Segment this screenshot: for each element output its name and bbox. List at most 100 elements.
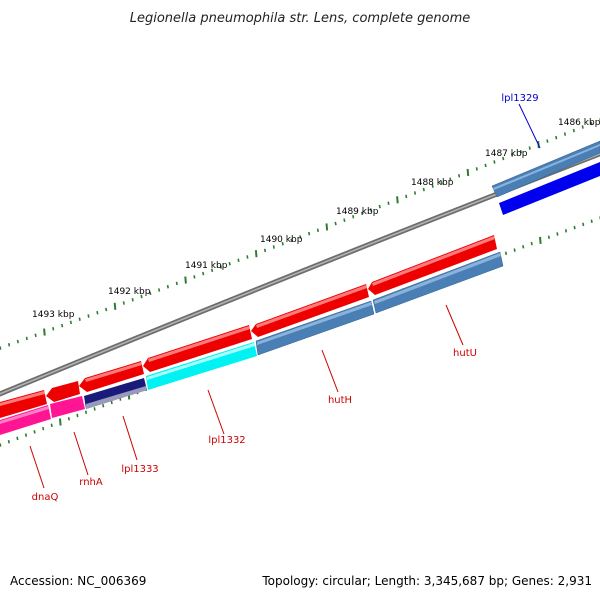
accession-text: Accession: NC_006369 — [10, 574, 146, 588]
ruler-tick — [131, 298, 134, 302]
ruler-tick — [254, 250, 258, 258]
leader-lpl1332 — [207, 389, 225, 435]
ruler-tick — [166, 284, 169, 289]
ruler-tick — [25, 336, 28, 341]
ruler-tick — [582, 222, 585, 227]
feature-blue-cds — [499, 162, 600, 215]
ruler-tick — [378, 204, 381, 209]
feature-hutU — [372, 251, 504, 314]
ruler-tick — [563, 132, 567, 136]
leader-hutH — [321, 349, 339, 393]
ruler-tick — [581, 125, 584, 129]
ruler-tick — [556, 232, 559, 236]
ruler-tick — [237, 258, 240, 263]
ruler-tick — [572, 128, 575, 133]
leader-dnaQ — [29, 445, 45, 489]
ruler-tick — [530, 241, 533, 246]
ruler-tick — [522, 245, 525, 249]
ruler-tick — [440, 180, 443, 185]
ruler-tick — [272, 245, 275, 249]
ruler-tick — [484, 163, 487, 168]
ruler-tick — [93, 407, 96, 411]
gene-label-hutH: hutH — [328, 395, 352, 406]
genome-summary-text: Topology: circular; Length: 3,345,687 bp… — [261, 574, 592, 588]
ruler-tick — [158, 288, 161, 292]
ruler-tick — [33, 430, 36, 434]
ruler-tick — [316, 228, 319, 233]
tick-label-1488: 1488 kbp — [411, 178, 454, 188]
ruler-tick — [219, 265, 222, 269]
ruler-tick — [539, 236, 542, 244]
ruler-tick — [0, 346, 2, 350]
ruler-tick — [263, 248, 267, 253]
leader-lpl1329 — [518, 103, 541, 149]
ruler-tick — [246, 255, 249, 259]
ruler-tick — [281, 241, 284, 246]
ruler-tick — [422, 187, 425, 192]
tick-label-1493: 1493 kbp — [32, 310, 75, 320]
ruler-tick — [202, 271, 205, 276]
ruler-tick — [7, 439, 10, 444]
gene-label-rnhA: rnhA — [79, 477, 103, 488]
ruler-tick — [50, 423, 53, 428]
ruler-tick — [555, 135, 558, 140]
ruler-tick — [96, 310, 99, 315]
feature-lpl1333 — [84, 378, 147, 409]
gene-label-dnaQ: dnaQ — [32, 492, 59, 503]
ruler-tick — [590, 219, 593, 223]
ruler-tick — [228, 261, 231, 266]
ruler-tick — [334, 221, 337, 226]
ruler-tick — [504, 251, 508, 256]
ruler-tick — [573, 225, 576, 230]
gene-label-lpl1329: lpl1329 — [501, 93, 538, 104]
tick-label-1489: 1489 kbp — [336, 207, 379, 217]
ruler-tick — [61, 323, 64, 328]
ruler-tick — [34, 333, 37, 338]
ruler-tick — [352, 215, 355, 219]
ruler-tick — [590, 121, 593, 126]
ruler-tick — [511, 153, 514, 157]
ruler-tick — [396, 196, 399, 204]
ruler-tick — [458, 174, 461, 178]
ruler-tick — [564, 229, 568, 233]
gene-label-lpl1332: lpl1332 — [208, 435, 245, 446]
tick-label-1491: 1491 kbp — [185, 261, 228, 271]
ruler-tick — [24, 433, 28, 437]
ruler-tick — [69, 320, 72, 325]
ruler-tick — [0, 443, 2, 447]
ruler-tick — [493, 160, 496, 164]
ruler-tick — [513, 248, 516, 252]
gene-label-lpl1333: lpl1333 — [121, 464, 158, 475]
tick-label-1492: 1492 kbp — [108, 287, 151, 297]
ruler-tick — [113, 302, 117, 310]
ruler-tick — [84, 410, 88, 414]
ruler-tick — [102, 403, 105, 408]
ruler-tick — [547, 235, 550, 239]
feature-lpl1332 — [146, 342, 257, 390]
ruler-tick — [431, 184, 434, 188]
ruler-tick — [325, 223, 329, 231]
ruler-tick — [449, 177, 452, 181]
ruler-tick — [149, 291, 152, 296]
ruler-tick — [466, 168, 470, 176]
leader-hutU — [445, 304, 464, 346]
tick-label-1486: 1486 kbp — [558, 118, 600, 128]
tick-label-1490: 1490 kbp — [260, 235, 303, 245]
feature-hutH — [255, 300, 375, 356]
feature-lpl1329 — [491, 140, 600, 198]
ruler-tick — [52, 327, 55, 331]
ruler-tick — [502, 156, 505, 161]
feature-dnaQ — [0, 405, 51, 435]
ruler-tick — [369, 208, 372, 212]
ruler-tick — [105, 307, 108, 312]
ruler-tick — [87, 314, 90, 318]
ruler-ticks-outer — [0, 118, 600, 350]
ruler-tick — [43, 328, 46, 336]
leader-rnhA — [73, 431, 89, 476]
ruler-tick — [387, 201, 390, 205]
ruler-tick — [184, 276, 187, 284]
ruler-tick — [528, 146, 531, 150]
gene-label-hutU: hutU — [453, 348, 477, 359]
ruler-tick — [16, 436, 19, 441]
